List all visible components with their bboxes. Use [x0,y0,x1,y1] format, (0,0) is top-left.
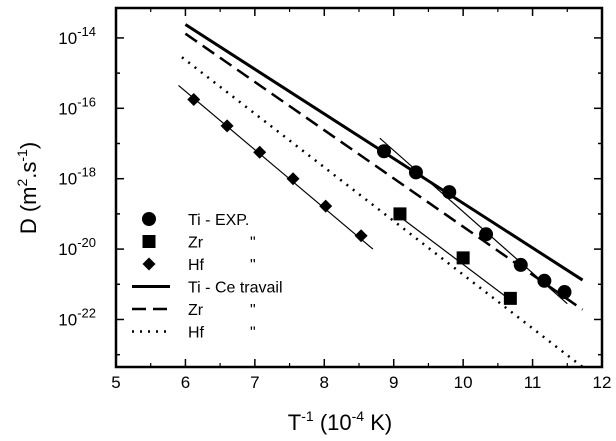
point-diamond [286,172,300,186]
y-tick-label: 10-22 [58,305,96,329]
point-diamond [220,119,234,133]
legend-label: Hf [188,257,205,274]
y-axis-title: D (m2.s-1) [14,142,41,234]
legend-marker-circle [142,212,156,226]
point-circle [513,257,528,272]
series-layer [178,23,584,368]
y-tick-label: 10-18 [58,165,96,189]
legend-entry: Ti - Ce travail [132,280,283,297]
legend-marker-square [142,235,156,248]
x-tick-label: 10 [454,373,473,392]
legend-label: Hf [188,325,205,342]
fit-line-circle [379,137,568,305]
legend-ditto: " [250,302,256,319]
point-square [393,207,407,221]
y-tick-label: 10-20 [58,235,96,259]
legend-label: Zr [188,302,204,319]
point-square [503,291,517,305]
legend-entry: Ti - EXP. [142,212,249,229]
point-circle [376,144,391,159]
point-square [456,251,470,265]
x-tick-label: 7 [250,373,259,392]
fit-line-diamond [178,84,374,250]
x-tick-label: 9 [389,373,398,392]
y-tick-label: 10-14 [58,24,96,48]
x-tick-label: 8 [320,373,329,392]
legend-entry: Hf " [132,325,256,342]
x-tick-label: 6 [181,373,190,392]
legend-entry: Hf " [142,257,256,274]
point-circle [442,185,457,200]
point-circle [479,227,494,242]
axis-ticks: 5 6 7 8 9 10 11 12 10-22 10-20 10-18 10-16 10-14 [58,8,611,392]
legend-entry: Zr " [132,302,256,319]
legend-ditto: " [250,257,256,274]
point-diamond [187,93,201,107]
point-circle [408,165,423,180]
x-tick-label: 12 [593,373,612,392]
y-tick-label: 10-16 [58,94,96,118]
point-diamond [354,229,368,243]
point-diamond [319,199,333,213]
legend-marker-diamond [142,257,156,271]
x-axis-title: T-1 (10-4 K) [288,408,392,435]
x-tick-label: 5 [111,373,120,392]
x-tick-label: 11 [524,373,542,392]
point-diamond [253,145,267,159]
fit-line-square [393,211,516,305]
legend-ditto: " [250,325,256,342]
legend-label: Ti - EXP. [188,212,249,229]
point-circle [537,273,552,288]
legend-label: Zr [188,235,204,252]
point-circle [557,285,572,300]
legend-ditto: " [250,235,256,252]
legend-entry: Zr " [142,235,256,252]
legend-label: Ti - Ce travail [188,280,283,297]
legend: Ti - EXP. Zr " Hf " Ti - Ce travail Zr " Hf " [132,212,283,342]
